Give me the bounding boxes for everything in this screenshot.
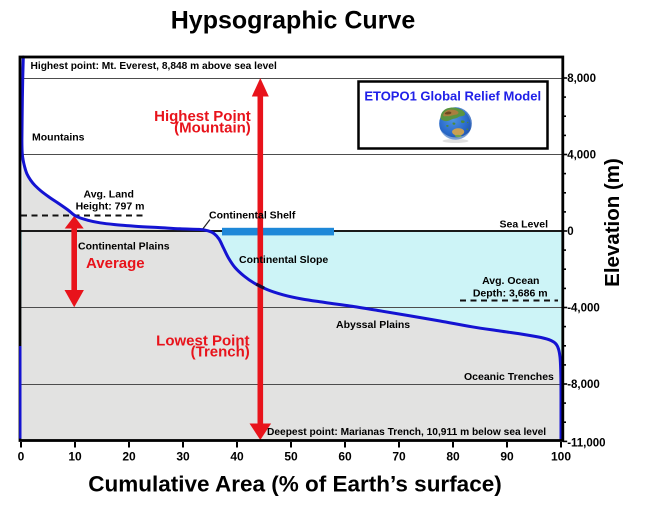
svg-text:Sea Level: Sea Level xyxy=(500,219,549,231)
svg-text:Highest Point: Highest Point xyxy=(154,108,251,125)
svg-text:Depth: 3,686 m: Depth: 3,686 m xyxy=(473,288,548,300)
svg-text:Average: Average xyxy=(86,255,145,272)
svg-text:Oceanic Trenches: Oceanic Trenches xyxy=(464,371,554,383)
svg-text:0: 0 xyxy=(18,449,25,463)
svg-text:Continental Shelf: Continental Shelf xyxy=(209,210,296,222)
svg-text:(Trench): (Trench) xyxy=(191,344,250,361)
svg-text:Height: 797 m: Height: 797 m xyxy=(76,201,145,213)
svg-text:90: 90 xyxy=(500,449,514,463)
svg-text:(Mountain): (Mountain) xyxy=(174,120,251,137)
svg-text:Hypsographic Curve: Hypsographic Curve xyxy=(171,6,416,34)
svg-text:Cumulative Area (% of Earth’s: Cumulative Area (% of Earth’s surface) xyxy=(88,472,501,497)
svg-text:-11,000: -11,000 xyxy=(567,438,605,450)
svg-text:70: 70 xyxy=(392,449,406,463)
svg-text:20: 20 xyxy=(122,449,136,463)
svg-text:Avg. Ocean: Avg. Ocean xyxy=(482,275,539,287)
svg-text:8,000: 8,000 xyxy=(567,73,596,85)
svg-text:Avg. Land: Avg. Land xyxy=(84,189,134,201)
svg-text:100: 100 xyxy=(551,449,571,463)
svg-text:Continental Slope: Continental Slope xyxy=(239,254,328,266)
svg-text:80: 80 xyxy=(446,449,460,463)
svg-text:40: 40 xyxy=(230,449,244,463)
svg-text:0: 0 xyxy=(567,226,573,238)
svg-text:50: 50 xyxy=(284,449,298,463)
svg-text:4,000: 4,000 xyxy=(567,150,596,162)
svg-text:Continental Plains: Continental Plains xyxy=(78,241,170,253)
svg-text:30: 30 xyxy=(176,449,190,463)
svg-text:ETOPO1 Global Relief Model: ETOPO1 Global Relief Model xyxy=(364,89,541,104)
svg-text:Abyssal Plains: Abyssal Plains xyxy=(336,319,410,331)
svg-text:Lowest Point: Lowest Point xyxy=(156,333,249,350)
svg-text:-4,000: -4,000 xyxy=(567,303,600,315)
svg-text:10: 10 xyxy=(68,449,82,463)
svg-text:Highest point: Mt. Everest, 8,: Highest point: Mt. Everest, 8,848 m abov… xyxy=(31,61,277,72)
svg-text:Mountains: Mountains xyxy=(32,132,85,144)
svg-text:Elevation (m): Elevation (m) xyxy=(601,158,624,287)
svg-text:Deepest point: Marianas Trench: Deepest point: Marianas Trench, 10,911 m… xyxy=(267,427,546,438)
svg-text:60: 60 xyxy=(338,449,352,463)
svg-text:-8,000: -8,000 xyxy=(567,379,600,391)
